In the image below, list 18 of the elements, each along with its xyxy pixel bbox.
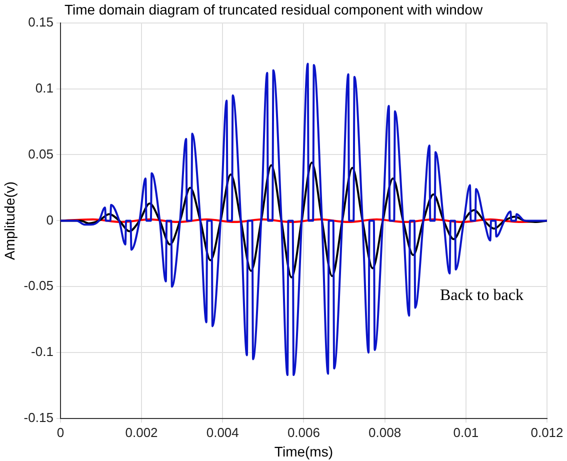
x-tick-label: 0.004: [206, 424, 239, 440]
annotation: Back to back: [440, 287, 524, 304]
y-tick-label: 0: [46, 212, 54, 228]
x-tick-label: 0: [56, 424, 64, 440]
x-tick-label: 0.002: [125, 424, 158, 440]
x-tick-label: 0.01: [453, 424, 479, 440]
y-tick-label: 0.05: [28, 146, 54, 162]
y-tick-label: -0.05: [24, 278, 54, 294]
x-axis-title: Time(ms): [274, 443, 334, 460]
chart-title: Time domain diagram of truncated residual component with window: [64, 1, 484, 18]
y-tick-label: 0.15: [28, 14, 54, 30]
x-tick-label: 0.012: [530, 424, 564, 440]
y-axis-title: Amplitude(v): [1, 181, 18, 260]
x-tick-label: 0.006: [287, 424, 320, 440]
y-tick-label: -0.1: [31, 344, 54, 360]
y-tick-label: -0.15: [24, 410, 54, 426]
x-tick-label: 0.008: [368, 424, 402, 440]
y-tick-label: 0.1: [35, 80, 54, 96]
